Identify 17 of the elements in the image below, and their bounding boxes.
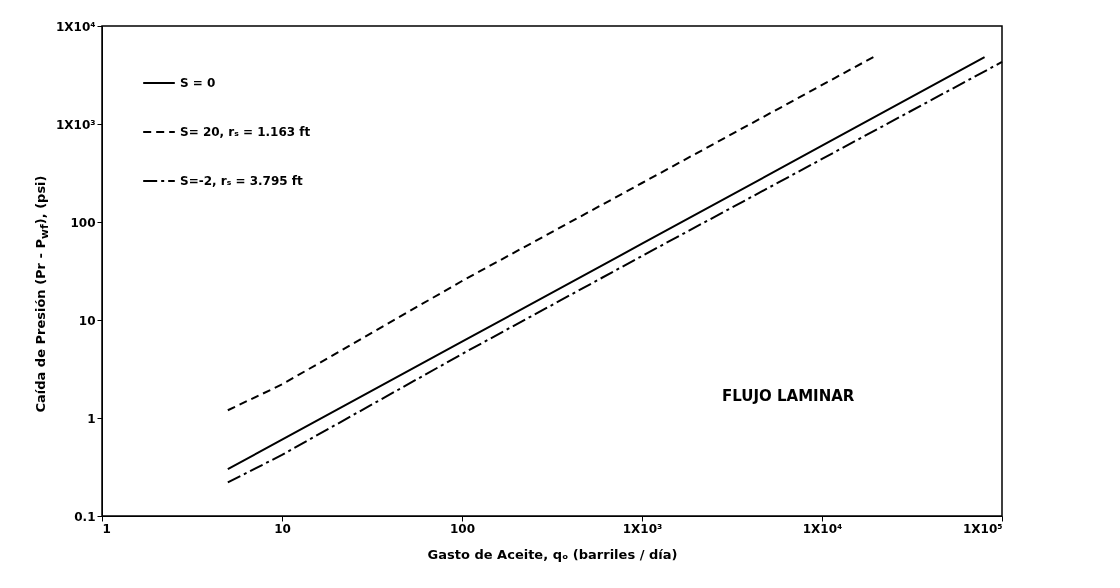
y-tick-label: 0.1 bbox=[74, 509, 96, 524]
y-tick-label: 1X10³ bbox=[55, 117, 96, 132]
y-tick-label: 1 bbox=[87, 411, 96, 426]
x-tick-label: 100 bbox=[449, 521, 476, 536]
y-tick-label: 100 bbox=[70, 215, 96, 230]
y-tick-label: 1X10⁴ bbox=[55, 19, 96, 34]
x-axis-title: Gasto de Aceite, qₒ (barriles / día) bbox=[427, 546, 678, 562]
x-tick-label: 1X10⁴ bbox=[802, 521, 843, 536]
x-tick-label: 10 bbox=[274, 521, 291, 536]
legend-label: S = 0 bbox=[180, 76, 216, 90]
x-tick-label: 1 bbox=[102, 521, 111, 536]
annotation: FLUJO LAMINAR bbox=[722, 387, 855, 405]
x-tick-label: 1X10⁵ bbox=[962, 521, 1003, 536]
legend-label: S= 20, rₛ = 1.163 ft bbox=[180, 125, 311, 139]
x-tick-label: 1X10³ bbox=[622, 521, 663, 536]
legend-label: S=-2, rₛ = 3.795 ft bbox=[180, 174, 304, 188]
y-tick-label: 10 bbox=[78, 313, 96, 328]
